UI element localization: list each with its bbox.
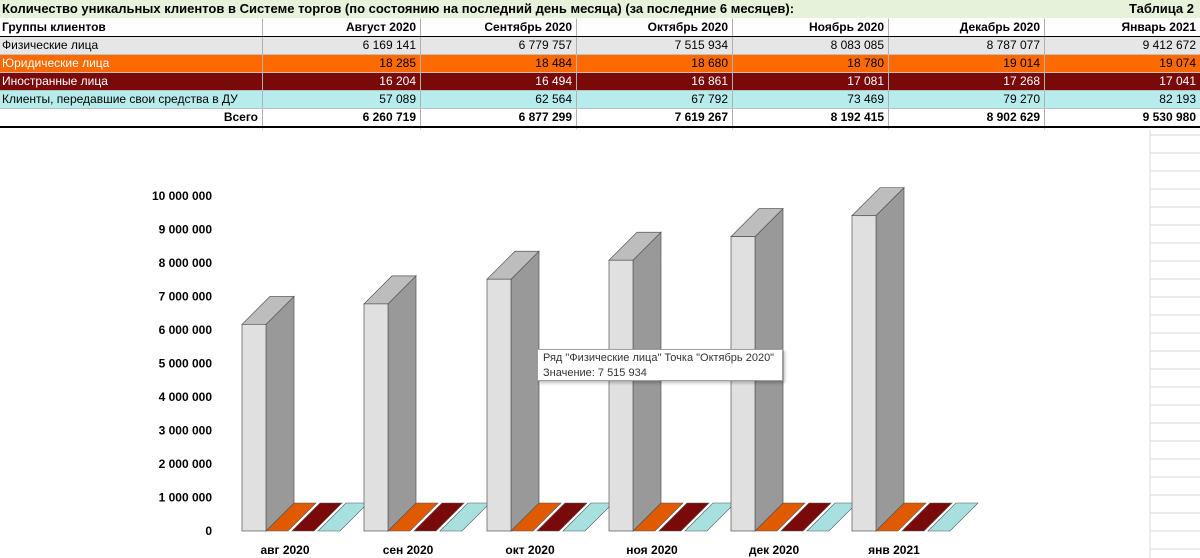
table-cell[interactable]: 7 515 934 bbox=[576, 37, 732, 54]
y-tick-label: 10 000 000 bbox=[152, 189, 212, 203]
table-cell[interactable]: 18 285 bbox=[262, 55, 420, 72]
row-label-total[interactable]: Всего bbox=[223, 110, 258, 124]
table-cell[interactable]: 73 469 bbox=[732, 91, 888, 108]
y-tick-label: 0 bbox=[205, 524, 212, 538]
table-cell[interactable]: 17 081 bbox=[732, 73, 888, 90]
right-grid bbox=[1149, 130, 1200, 558]
table-cell-total[interactable]: 7 619 267 bbox=[576, 109, 732, 126]
table-row-legal[interactable]: Юридические лица 18 285 18 484 18 680 18… bbox=[0, 55, 1200, 73]
x-tick-label: сен 2020 bbox=[383, 543, 434, 557]
bar-front-0-4[interactable] bbox=[730, 236, 756, 532]
table-cell[interactable]: 67 792 bbox=[576, 91, 732, 108]
bar-2-4[interactable] bbox=[780, 502, 832, 532]
table-row-du[interactable]: Клиенты, передавшие свои средства в ДУ 5… bbox=[0, 91, 1200, 109]
chart-area[interactable]: 0 1 000 000 2 000 000 3 000 000 4 000 000 5 0… bbox=[0, 130, 1200, 558]
x-tick-label: янв 2021 bbox=[868, 543, 920, 557]
table-cell[interactable]: 8 787 077 bbox=[888, 37, 1044, 54]
table-cell-total[interactable]: 6 877 299 bbox=[420, 109, 576, 126]
tooltip-value: Значение: 7 515 934 bbox=[543, 367, 647, 379]
bar-front-0-5[interactable] bbox=[851, 215, 877, 532]
row-label[interactable]: Иностранные лица bbox=[2, 74, 108, 88]
table-cell-total[interactable]: 8 192 415 bbox=[732, 109, 888, 126]
table-cell-total[interactable]: 6 260 719 bbox=[262, 109, 420, 126]
y-tick-label: 7 000 000 bbox=[159, 290, 213, 304]
table-cell[interactable]: 57 089 bbox=[262, 91, 420, 108]
table-cell[interactable]: 18 780 bbox=[732, 55, 888, 72]
table-row-total[interactable]: Всего 6 260 719 6 877 299 7 619 267 8 19… bbox=[0, 109, 1200, 128]
table-cell[interactable]: 62 564 bbox=[420, 91, 576, 108]
bar-2-0[interactable] bbox=[291, 502, 343, 532]
chart-tooltip: Ряд "Физические лица" Точка "Октябрь 202… bbox=[537, 349, 783, 381]
bar-front-0-3[interactable] bbox=[608, 259, 634, 532]
column-header-month[interactable]: Январь 2021 bbox=[1044, 19, 1200, 36]
table-label[interactable]: Таблица 2 bbox=[1128, 1, 1194, 16]
row-label[interactable]: Клиенты, передавшие свои средства в ДУ bbox=[2, 92, 238, 106]
sheet-title-row[interactable]: Количество уникальных клиентов в Системе… bbox=[0, 0, 1200, 18]
table-cell-total[interactable]: 8 902 629 bbox=[888, 109, 1044, 126]
column-header-month[interactable]: Ноябрь 2020 bbox=[732, 19, 888, 36]
column-header-groups[interactable]: Группы клиентов bbox=[2, 20, 106, 34]
y-tick-label: 3 000 000 bbox=[159, 424, 213, 438]
bar-front-0-2[interactable] bbox=[486, 278, 512, 532]
y-tick-label: 9 000 000 bbox=[159, 223, 213, 237]
table-cell[interactable]: 6 779 757 bbox=[420, 37, 576, 54]
sheet-title[interactable]: Количество уникальных клиентов в Системе… bbox=[2, 1, 795, 16]
row-label[interactable]: Юридические лица bbox=[2, 56, 110, 70]
y-tick-label: 2 000 000 bbox=[159, 457, 213, 471]
column-header-month[interactable]: Октябрь 2020 bbox=[576, 19, 732, 36]
table-cell[interactable]: 16 494 bbox=[420, 73, 576, 90]
x-tick-label: окт 2020 bbox=[505, 543, 555, 557]
table-cell[interactable]: 82 193 bbox=[1044, 91, 1200, 108]
bar-side-0-1[interactable] bbox=[387, 275, 417, 532]
x-tick-label: авг 2020 bbox=[260, 543, 309, 557]
bar-front-0-0[interactable] bbox=[241, 323, 267, 532]
table-header-row[interactable]: Группы клиентов Август 2020 Сентябрь 202… bbox=[0, 19, 1200, 37]
table-cell[interactable]: 18 680 bbox=[576, 55, 732, 72]
y-tick-label: 8 000 000 bbox=[159, 256, 213, 270]
column-header-month[interactable]: Сентябрь 2020 bbox=[420, 19, 576, 36]
bar-2-2[interactable] bbox=[536, 502, 588, 532]
table-cell[interactable]: 19 074 bbox=[1044, 55, 1200, 72]
table-cell[interactable]: 6 169 141 bbox=[262, 37, 420, 54]
table-cell[interactable]: 9 412 672 bbox=[1044, 37, 1200, 54]
y-tick-label: 6 000 000 bbox=[159, 323, 213, 337]
table-cell[interactable]: 16 204 bbox=[262, 73, 420, 90]
bar-2-3[interactable] bbox=[658, 502, 710, 532]
bar-2-1[interactable] bbox=[413, 502, 465, 532]
x-tick-label: ноя 2020 bbox=[626, 543, 678, 557]
y-tick-label: 4 000 000 bbox=[159, 390, 213, 404]
bar-side-0-2[interactable] bbox=[510, 250, 540, 532]
bar-side-0-3[interactable] bbox=[632, 231, 662, 532]
bar-side-0-5[interactable] bbox=[875, 186, 905, 532]
table-row-foreign[interactable]: Иностранные лица 16 204 16 494 16 861 17… bbox=[0, 73, 1200, 91]
row-label[interactable]: Физические лица bbox=[2, 38, 99, 52]
y-tick-label: 5 000 000 bbox=[159, 357, 213, 371]
x-tick-label: дек 2020 bbox=[749, 543, 800, 557]
bar-side-0-0[interactable] bbox=[265, 295, 295, 532]
column-header-month[interactable]: Декабрь 2020 bbox=[888, 19, 1044, 36]
table-cell[interactable]: 17 041 bbox=[1044, 73, 1200, 90]
tooltip-series-point: Ряд "Физические лица" Точка "Октябрь 202… bbox=[543, 352, 775, 364]
table-cell-total[interactable]: 9 530 980 bbox=[1044, 109, 1200, 126]
column-header-month[interactable]: Август 2020 bbox=[262, 19, 420, 36]
bar-chart-3d[interactable]: 0 1 000 000 2 000 000 3 000 000 4 000 000 5 0… bbox=[0, 130, 1140, 558]
table-cell[interactable]: 18 484 bbox=[420, 55, 576, 72]
bar-front-0-1[interactable] bbox=[363, 303, 389, 532]
table-cell[interactable]: 8 083 085 bbox=[732, 37, 888, 54]
table-cell[interactable]: 19 014 bbox=[888, 55, 1044, 72]
table-cell[interactable]: 17 268 bbox=[888, 73, 1044, 90]
table-cell[interactable]: 16 861 bbox=[576, 73, 732, 90]
y-tick-label: 1 000 000 bbox=[159, 491, 213, 505]
bar-3-5[interactable] bbox=[927, 502, 979, 532]
table-row-physical[interactable]: Физические лица 6 169 141 6 779 757 7 51… bbox=[0, 37, 1200, 55]
table-cell[interactable]: 79 270 bbox=[888, 91, 1044, 108]
bar-2-5[interactable] bbox=[901, 502, 953, 532]
